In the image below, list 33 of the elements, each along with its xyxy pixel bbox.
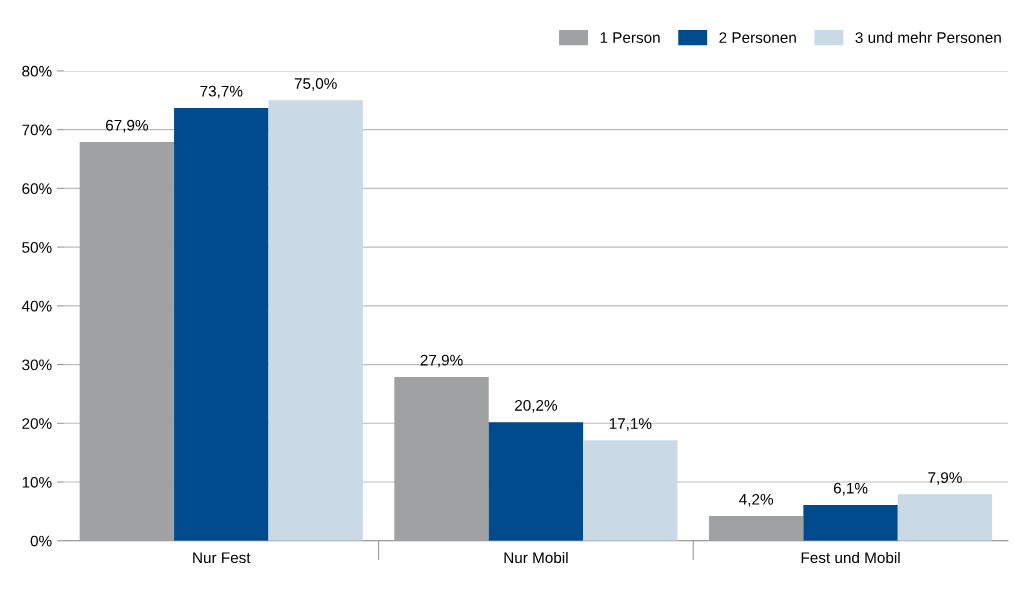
bar bbox=[583, 440, 678, 541]
x-tick-label: Nur Fest bbox=[193, 552, 251, 564]
data-label: 73,7% bbox=[200, 85, 243, 99]
bar bbox=[268, 100, 363, 541]
y-tick-label: 40% bbox=[21, 300, 52, 312]
bar bbox=[79, 141, 175, 541]
y-tick-label: 30% bbox=[22, 359, 52, 371]
bar bbox=[394, 376, 489, 541]
y-tick-label: 70% bbox=[22, 124, 52, 136]
data-label: 4,2% bbox=[739, 493, 774, 507]
data-label: 67,9% bbox=[105, 119, 148, 133]
data-label: 17,1% bbox=[609, 418, 652, 431]
legend-label: 2 Personen bbox=[719, 32, 796, 43]
bar bbox=[174, 107, 269, 541]
legend-label: 3 und mehr Personen bbox=[855, 31, 1001, 43]
y-tick-label: 0% bbox=[30, 535, 52, 547]
data-label: 20,2% bbox=[515, 399, 558, 413]
x-tick-label: Nur Mobil bbox=[504, 551, 568, 564]
y-tick-label: 20% bbox=[22, 418, 52, 429]
x-tick-label: Fest und Mobil bbox=[801, 551, 900, 564]
legend-label: 1 Person bbox=[600, 32, 660, 43]
bar bbox=[803, 504, 898, 541]
data-label: 6,1% bbox=[833, 482, 868, 496]
data-label: 7,9% bbox=[928, 472, 962, 485]
bar bbox=[897, 494, 993, 541]
bar bbox=[488, 422, 584, 541]
data-label: 75,0% bbox=[294, 78, 337, 91]
y-tick-label: 60% bbox=[22, 183, 52, 195]
y-tick-label: 50% bbox=[22, 241, 52, 253]
data-label: 27,9% bbox=[420, 354, 463, 368]
y-tick-label: 10% bbox=[22, 476, 52, 488]
y-tick-label: 80% bbox=[22, 65, 52, 77]
bar bbox=[708, 516, 804, 541]
